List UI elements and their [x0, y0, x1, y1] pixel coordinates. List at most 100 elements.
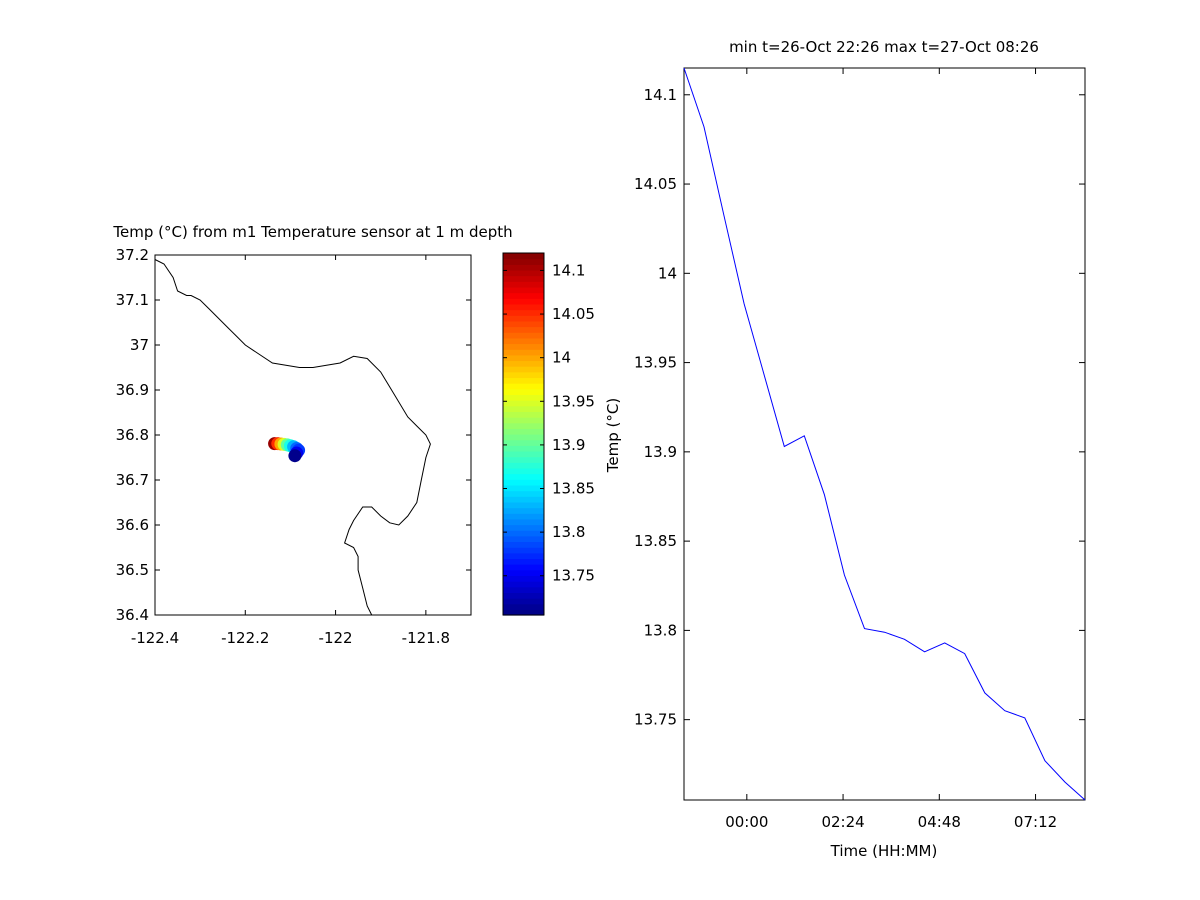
timeseries-panel: min t=26-Oct 22:26 max t=27-Oct 08:26 14… [634, 38, 1086, 860]
colorbar-cell [503, 484, 544, 492]
map-x-ticks: -122.4 -122.2 -122 -121.8 [131, 255, 450, 647]
map-y-tick-label: 36.6 [116, 516, 149, 534]
map-x-tick-label: -121.8 [402, 629, 450, 647]
colorbar-cell [503, 411, 544, 418]
colorbar-cell [503, 456, 544, 463]
colorbar-label: Temp (°C) [604, 398, 622, 473]
colorbar-cell [503, 609, 544, 616]
timeseries-title: min t=26-Oct 22:26 max t=27-Oct 08:26 [729, 38, 1039, 56]
colorbar-cell [503, 354, 544, 362]
map-x-tick-label: -122.2 [221, 629, 269, 647]
timeseries-frame [683, 67, 1086, 801]
colorbar-cell [503, 496, 544, 503]
colorbar-cell [503, 586, 544, 593]
colorbar-cell [503, 337, 544, 345]
colorbar-cell [503, 349, 544, 356]
colorbar-cell [503, 530, 544, 537]
colorbar-ticks: 14.1 14.05 14 13.95 13.9 13.85 13.8 13.75 [503, 261, 595, 585]
colorbar-cell [503, 360, 544, 367]
colorbar-cell [503, 564, 544, 571]
colorbar-cell [503, 422, 544, 429]
timeseries-y-tick-label: 13.75 [634, 711, 677, 729]
temperature-point [288, 449, 302, 463]
timeseries-x-ticks: 00:00 02:24 04:48 07:12 [725, 68, 1057, 831]
colorbar-cell [503, 428, 544, 435]
timeseries-y-ticks: 14.1 14.05 14 13.95 13.9 13.85 13.8 13.75 [634, 86, 1085, 729]
timeseries-x-tick-label: 02:24 [821, 813, 864, 831]
colorbar-cell [503, 281, 544, 288]
temperature-series-line [683, 67, 1086, 801]
colorbar-tick-label: 14 [552, 349, 571, 367]
colorbar-tick-label: 14.1 [552, 261, 585, 279]
map-x-tick-label: -122 [319, 629, 353, 647]
temperature-points-layer [268, 437, 306, 463]
coastline [154, 259, 431, 616]
timeseries-x-tick-label: 07:12 [1014, 813, 1057, 831]
map-y-tick-label: 37 [130, 336, 149, 354]
colorbar-cell [503, 309, 544, 316]
colorbar-cell [503, 292, 544, 299]
colorbar-cell [503, 558, 544, 565]
colorbar-cell [503, 450, 544, 458]
colorbar-cell [503, 258, 544, 265]
colorbar-cell [503, 581, 544, 588]
colorbar-cell [503, 315, 544, 322]
colorbar-tick-label: 13.8 [552, 523, 585, 541]
colorbar-cell [503, 377, 544, 384]
colorbar-cell [503, 490, 544, 497]
coastline-layer [154, 259, 431, 616]
colorbar-cell [503, 473, 544, 480]
timeseries-y-tick-label: 14.1 [644, 86, 677, 104]
colorbar-cell [503, 371, 544, 379]
colorbar-cell [503, 479, 544, 486]
colorbar-cell [503, 417, 544, 424]
colorbar-gradient [503, 253, 544, 616]
colorbar-cell [503, 366, 544, 373]
colorbar-cell [503, 592, 544, 599]
colorbar-cell [503, 264, 544, 271]
colorbar-cell [503, 462, 544, 469]
map-y-ticks: 37.2 37.1 37 36.9 36.8 36.7 36.6 36.5 36.4 [116, 246, 471, 624]
colorbar-cell [503, 541, 544, 548]
colorbar-cell [503, 253, 544, 260]
colorbar-cell [503, 575, 544, 582]
colorbar-cell [503, 286, 544, 294]
colorbar-cell [503, 513, 544, 520]
map-y-tick-label: 36.5 [116, 561, 149, 579]
colorbar-cell [503, 383, 544, 390]
colorbar-tick-label: 14.05 [552, 305, 595, 323]
map-y-tick-label: 36.9 [116, 381, 149, 399]
colorbar-cell [503, 535, 544, 543]
colorbar-frame [502, 252, 545, 616]
colorbar-cell [503, 320, 544, 328]
map-panel: Temp (°C) from m1 Temperature sensor at … [112, 223, 512, 647]
colorbar-tick-label: 13.75 [552, 567, 595, 585]
colorbar-cell [503, 467, 544, 475]
colorbar-cell [503, 598, 544, 605]
colorbar-cell [503, 343, 544, 350]
timeseries-x-tick-label: 00:00 [725, 813, 768, 831]
timeseries-y-tick-label: 13.85 [634, 532, 677, 550]
colorbar-cell [503, 326, 544, 333]
map-y-tick-label: 36.7 [116, 471, 149, 489]
map-title: Temp (°C) from m1 Temperature sensor at … [112, 223, 512, 241]
colorbar-cell [503, 405, 544, 412]
colorbar-cell [503, 400, 544, 407]
colorbar-cell [503, 501, 544, 509]
map-y-tick-label: 37.1 [116, 291, 149, 309]
colorbar-cell [503, 434, 544, 441]
colorbar-cell [503, 388, 544, 396]
colorbar-tick-label: 13.85 [552, 480, 595, 498]
colorbar-cell [503, 332, 544, 339]
colorbar-cell [503, 303, 544, 311]
colorbar-cell [503, 445, 544, 452]
map-y-tick-label: 37.2 [116, 246, 149, 264]
map-x-tick-label: -122.4 [131, 629, 179, 647]
colorbar-tick-label: 13.95 [552, 392, 595, 410]
colorbar-cell [503, 524, 544, 531]
timeseries-y-tick-label: 13.8 [644, 621, 677, 639]
map-y-tick-label: 36.8 [116, 426, 149, 444]
colorbar-cell [503, 552, 544, 560]
colorbar-cell [503, 275, 544, 282]
